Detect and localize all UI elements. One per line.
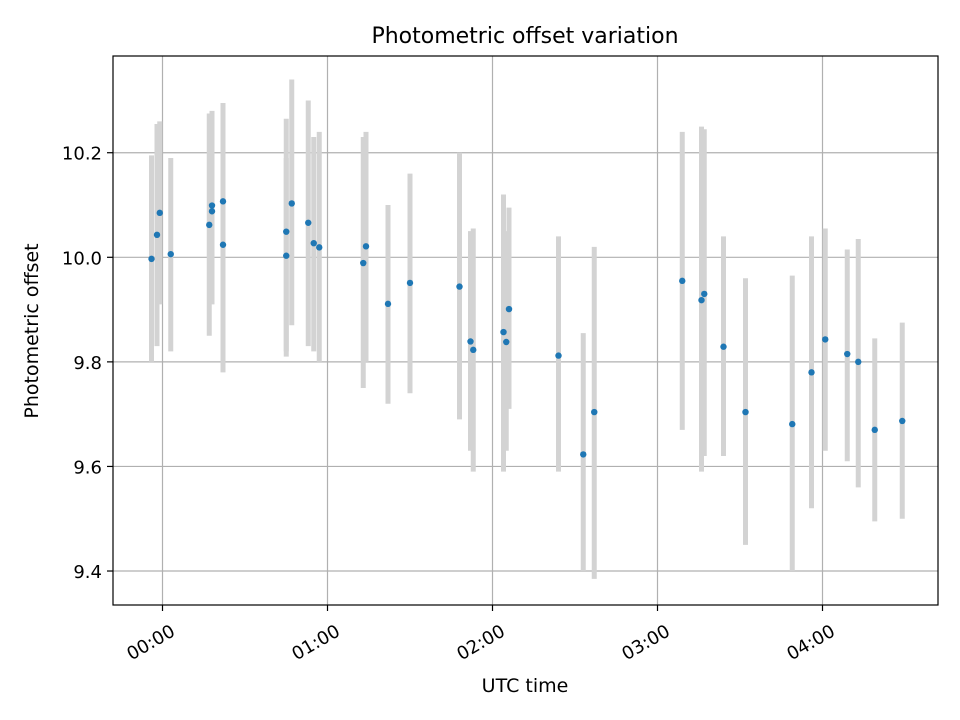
grid	[113, 56, 938, 605]
data-point	[156, 209, 163, 217]
data-point	[153, 231, 161, 239]
data-point	[500, 328, 507, 336]
data-point	[305, 219, 312, 226]
data-point	[822, 336, 829, 343]
data-point	[555, 352, 562, 359]
x-axis-label: UTC time	[482, 675, 569, 697]
data-point	[167, 250, 174, 258]
y-axis-label: Photometric offset	[21, 243, 43, 418]
y-tick-label: 10.2	[62, 144, 102, 165]
data-point	[701, 290, 708, 298]
data-point	[310, 239, 317, 247]
data-point	[208, 202, 216, 209]
data-point	[360, 259, 367, 267]
data-point	[208, 208, 216, 215]
data-point	[288, 200, 295, 207]
data-point	[219, 241, 227, 248]
data-point	[591, 408, 598, 416]
data-point	[316, 244, 323, 251]
data-point	[844, 350, 851, 358]
data-point	[505, 305, 513, 313]
data-point	[899, 417, 906, 425]
chart-title: Photometric offset variation	[371, 24, 678, 49]
data-point	[698, 296, 705, 304]
data-point	[456, 283, 463, 290]
data-point	[503, 338, 510, 346]
data-point	[384, 300, 392, 308]
data-point	[720, 343, 727, 350]
data-point	[206, 221, 213, 229]
data-point	[789, 420, 796, 428]
data-point	[871, 426, 878, 434]
y-tick-label: 9.4	[73, 562, 102, 583]
y-tick-label: 9.6	[73, 457, 102, 478]
data-point	[855, 358, 862, 366]
data-point	[148, 255, 155, 263]
data-point	[362, 243, 370, 250]
y-tick-label: 9.8	[73, 353, 102, 374]
data-point	[406, 279, 414, 287]
data-point	[580, 451, 587, 458]
data-points	[148, 198, 906, 458]
data-point	[742, 408, 749, 416]
plot-frame	[112, 55, 939, 606]
data-point	[283, 228, 290, 235]
data-point	[219, 198, 227, 205]
data-point	[808, 369, 815, 376]
data-point	[467, 338, 474, 345]
data-point	[470, 346, 477, 354]
data-point	[283, 252, 290, 259]
y-tick-label: 10.0	[62, 248, 102, 269]
data-point	[679, 277, 686, 285]
